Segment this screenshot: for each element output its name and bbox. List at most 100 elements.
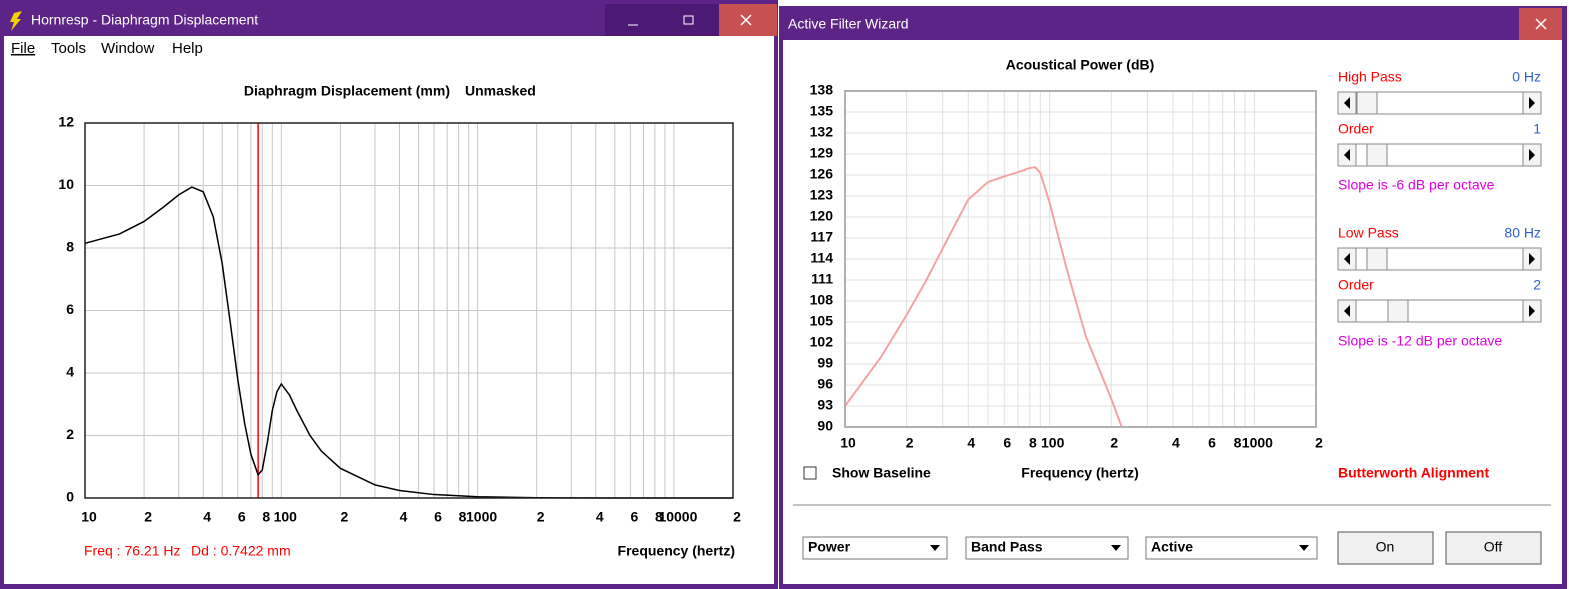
scrollbar-arrow[interactable] — [1344, 305, 1350, 317]
readout: Dd : 0.7422 mm — [191, 543, 291, 559]
dropdown[interactable]: Active — [1145, 536, 1318, 560]
scrollbar-thumb[interactable] — [1387, 299, 1409, 323]
data-line — [84, 186, 733, 499]
checkbox-label[interactable]: Show Baseline — [832, 465, 931, 481]
filter-label: Order — [1338, 121, 1374, 137]
x-tick-label: 2 — [1315, 435, 1323, 451]
dropdown[interactable]: Power — [802, 536, 948, 560]
filter-value: 2 — [1533, 277, 1541, 293]
x-tick-label: 8 — [459, 509, 467, 525]
x-tick-label: 100 — [1041, 435, 1065, 451]
x-tick-label: 2 — [144, 509, 152, 525]
chart-title: Diaphragm Displacement (mm) — [244, 83, 450, 99]
button-label[interactable]: Off — [1484, 539, 1503, 555]
dropdown-box[interactable] — [1145, 536, 1318, 560]
y-tick-label: 138 — [810, 82, 834, 98]
y-tick-label: 96 — [817, 376, 833, 392]
dropdown-arrow[interactable] — [1299, 545, 1309, 551]
y-tick-label: 6 — [66, 301, 74, 317]
x-tick-label: 4 — [400, 509, 408, 525]
scrollbar-thumb[interactable] — [1366, 247, 1388, 271]
x-tick-label: 2 — [340, 509, 348, 525]
chart-subtitle: Unmasked — [465, 83, 536, 99]
dropdown-text[interactable]: Power — [808, 539, 851, 555]
slope-text: Slope is -12 dB per octave — [1338, 333, 1502, 349]
x-tick-label: 8 — [655, 509, 663, 525]
filter-label: Low Pass — [1338, 225, 1399, 241]
x-tick-label: 4 — [596, 509, 604, 525]
y-tick-label: 120 — [810, 208, 834, 224]
button[interactable] — [1337, 531, 1434, 565]
scrollbar-arrow[interactable] — [1529, 149, 1535, 161]
scrollbar-arrow[interactable] — [1344, 149, 1350, 161]
dropdown-box[interactable] — [965, 536, 1129, 560]
dropdown-text[interactable]: Active — [1151, 539, 1193, 555]
button[interactable] — [1445, 531, 1542, 565]
y-tick-label: 117 — [810, 229, 833, 245]
checkbox[interactable] — [803, 466, 817, 480]
y-tick-label: 129 — [810, 145, 834, 161]
scrollbar-arrow[interactable] — [1529, 305, 1535, 317]
scrollbar-arrow[interactable] — [1529, 97, 1535, 109]
y-tick-label: 4 — [66, 364, 74, 380]
x-tick-label: 4 — [967, 435, 975, 451]
scrollbar-thumb[interactable] — [1366, 143, 1388, 167]
x-tick-label: 2 — [733, 509, 741, 525]
dropdown[interactable]: Band Pass — [965, 536, 1129, 560]
close-icon — [740, 14, 752, 26]
y-tick-label: 0 — [66, 489, 74, 505]
x-tick-label: 6 — [630, 509, 638, 525]
y-tick-label: 8 — [66, 239, 74, 255]
y-tick-label: 114 — [810, 250, 833, 266]
y-tick-label: 12 — [58, 114, 74, 130]
y-tick-label: 90 — [817, 418, 833, 434]
data-line — [844, 166, 1123, 428]
filter-value: 0 Hz — [1512, 69, 1541, 85]
x-tick-label: 2 — [906, 435, 914, 451]
y-tick-label: 123 — [810, 187, 834, 203]
y-tick-label: 132 — [810, 124, 834, 140]
button-label[interactable]: On — [1376, 539, 1395, 555]
y-tick-label: 135 — [810, 103, 834, 119]
scrollbar-arrow[interactable] — [1529, 253, 1535, 265]
x-axis-label: Frequency (hertz) — [618, 543, 735, 559]
plot-border — [844, 90, 1317, 428]
menu-item[interactable]: Window — [101, 40, 155, 57]
y-tick-label: 111 — [811, 271, 833, 287]
filter-value: 80 Hz — [1504, 225, 1541, 241]
close-button[interactable] — [719, 4, 777, 36]
x-tick-label: 10 — [840, 435, 856, 451]
plot-border — [84, 122, 734, 499]
app-icon — [10, 11, 22, 31]
x-tick-label: 4 — [1172, 435, 1180, 451]
scrollbar-arrow[interactable] — [1344, 97, 1350, 109]
chart-title: Acoustical Power (dB) — [1006, 57, 1155, 73]
close-icon — [1535, 18, 1547, 30]
filter-label: High Pass — [1338, 69, 1402, 85]
scrollbar-track[interactable] — [1337, 299, 1542, 323]
y-tick-label: 126 — [810, 166, 834, 182]
menu-item[interactable]: Tools — [51, 40, 86, 57]
dropdown-arrow[interactable] — [1111, 545, 1121, 551]
dropdown-arrow[interactable] — [930, 545, 940, 551]
y-tick-label: 93 — [817, 397, 833, 413]
y-tick-label: 105 — [810, 313, 834, 329]
x-tick-label: 10 — [81, 509, 97, 525]
slope-text: Slope is -6 dB per octave — [1338, 177, 1495, 193]
dropdown-text[interactable]: Band Pass — [971, 539, 1043, 555]
menu-item[interactable]: Help — [172, 40, 203, 57]
scrollbar-thumb[interactable] — [1356, 91, 1378, 115]
dropdown-box[interactable] — [802, 536, 948, 560]
x-tick-label: 6 — [434, 509, 442, 525]
filter-value: 1 — [1533, 121, 1541, 137]
x-tick-label: 2 — [1110, 435, 1118, 451]
x-tick-label: 1000 — [466, 509, 497, 525]
scrollbar-arrow[interactable] — [1344, 253, 1350, 265]
readout: Freq : 76.21 Hz — [84, 543, 181, 559]
filter-label: Order — [1338, 277, 1374, 293]
menu-item[interactable]: File — [11, 40, 35, 57]
y-tick-label: 108 — [810, 292, 834, 308]
maximize-icon[interactable] — [683, 15, 694, 25]
x-tick-label: 8 — [1234, 435, 1242, 451]
